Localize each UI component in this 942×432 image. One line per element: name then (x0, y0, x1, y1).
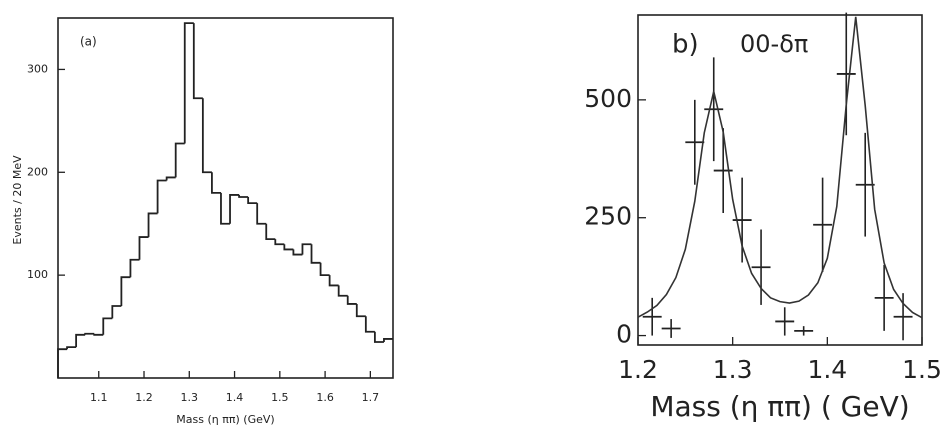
histogram-step (138, 236, 149, 260)
x-tick-label: 1.3 (713, 355, 753, 384)
histogram-step (111, 305, 122, 319)
histogram-step (247, 196, 258, 205)
histogram-step (373, 331, 384, 343)
y-tick-label: 0 (616, 320, 632, 349)
fit-curve (637, 16, 923, 319)
histogram-step (102, 317, 113, 335)
histogram-step (319, 262, 330, 277)
histogram-step (57, 348, 68, 378)
x-tick-label: 1.7 (362, 391, 380, 404)
x-tick-label: 1.1 (90, 391, 108, 404)
histogram-step (292, 249, 303, 256)
y-tick-label: 300 (27, 62, 48, 75)
histogram-step (256, 203, 267, 225)
histogram-step (337, 285, 348, 297)
histogram-step (274, 239, 285, 246)
histogram-step (183, 22, 194, 144)
x-tick-label: 1.5 (271, 391, 289, 404)
histogram-step (383, 338, 393, 342)
histogram-step (229, 194, 240, 224)
histogram-step (120, 276, 131, 306)
y-tick-label: 250 (584, 202, 632, 231)
histogram-step (346, 295, 357, 305)
x-tick-label: 1.2 (618, 355, 658, 384)
histogram-step (147, 212, 158, 238)
panel-label: (a) (80, 35, 97, 49)
x-tick-label: 1.3 (181, 391, 199, 404)
histogram-step (66, 346, 77, 350)
histogram-step (211, 172, 221, 194)
histogram-step (201, 98, 212, 174)
x-tick-label: 1.2 (135, 391, 153, 404)
histogram-step (75, 333, 86, 348)
x-axis-label: Mass (η ππ) ( GeV) (650, 390, 909, 423)
y-tick-label: 200 (27, 165, 48, 178)
histogram-step (328, 275, 339, 287)
panel-label: b) (672, 30, 699, 60)
annotation: 00-δπ (740, 30, 808, 58)
x-tick-label: 1.4 (807, 355, 847, 384)
histogram-step (156, 179, 167, 214)
x-tick-label: 1.4 (226, 391, 244, 404)
y-tick-label: 500 (584, 84, 632, 113)
histogram-step (174, 142, 185, 178)
histogram-step (129, 258, 140, 278)
y-tick-label: 100 (27, 268, 48, 281)
histogram-step (220, 192, 231, 225)
x-axis-label: Mass (η ππ) (GeV) (176, 413, 274, 426)
histogram-step (84, 332, 95, 335)
histogram-step (355, 303, 366, 318)
histogram-step (238, 194, 249, 198)
histogram-step (310, 244, 321, 264)
histogram-step (165, 176, 176, 181)
x-tick-label: 1.6 (316, 391, 334, 404)
plot-frame (57, 17, 394, 379)
x-tick-label: 1.5 (902, 355, 942, 384)
histogram-step (265, 223, 276, 241)
histogram-step (364, 316, 375, 333)
histogram-step (93, 333, 104, 336)
histogram-step (283, 244, 294, 251)
histogram-step (301, 243, 312, 255)
plot-frame (637, 14, 923, 346)
histogram-step (192, 23, 203, 100)
y-axis-label: Events / 20 MeV (11, 155, 24, 245)
